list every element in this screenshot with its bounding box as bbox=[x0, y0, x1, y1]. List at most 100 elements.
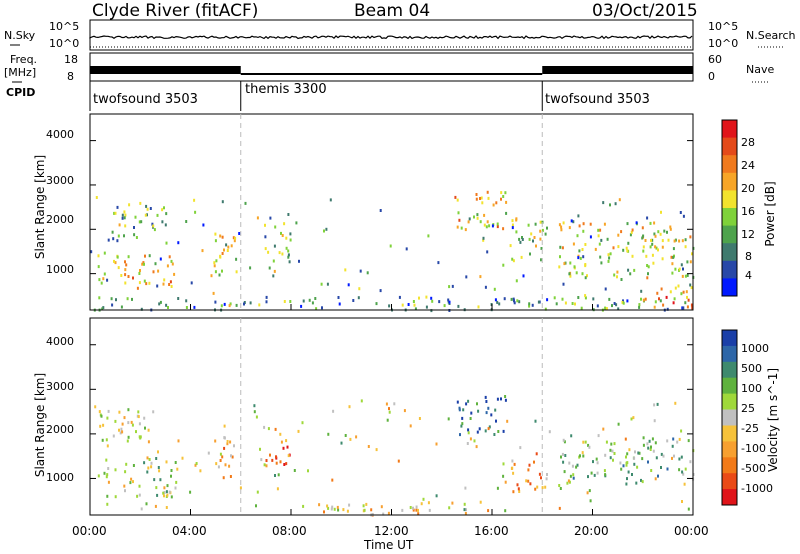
data-cell bbox=[275, 461, 278, 465]
data-cell bbox=[193, 305, 196, 309]
data-cell bbox=[337, 296, 340, 299]
data-cell bbox=[280, 440, 283, 444]
data-cell bbox=[606, 237, 609, 241]
data-cell bbox=[641, 236, 644, 240]
data-cell bbox=[509, 244, 512, 248]
data-cell bbox=[355, 435, 358, 439]
xtick-5: 20:00 bbox=[574, 524, 609, 538]
data-cell bbox=[464, 228, 467, 232]
data-cell bbox=[657, 230, 660, 234]
data-cell bbox=[337, 508, 340, 512]
data-cell bbox=[686, 305, 689, 309]
data-cell bbox=[502, 263, 505, 267]
data-cell bbox=[273, 269, 276, 273]
data-cell bbox=[105, 458, 108, 462]
data-cell bbox=[646, 216, 649, 220]
data-cell bbox=[684, 274, 687, 278]
data-cell bbox=[223, 424, 226, 428]
data-cell bbox=[458, 218, 461, 222]
data-cell bbox=[375, 448, 378, 452]
data-cell bbox=[546, 226, 548, 230]
data-cell bbox=[640, 478, 642, 482]
data-cell bbox=[563, 440, 566, 444]
data-cell bbox=[635, 221, 638, 225]
data-cell bbox=[448, 285, 451, 289]
data-cell bbox=[504, 191, 507, 195]
data-cell bbox=[124, 260, 126, 264]
data-cell bbox=[418, 417, 421, 420]
velocity-ylabel: Slant Range [km] bbox=[33, 372, 47, 478]
data-cell bbox=[681, 239, 684, 243]
data-cell bbox=[684, 301, 687, 305]
data-cell bbox=[417, 512, 420, 516]
data-cell bbox=[146, 207, 149, 211]
data-cell bbox=[215, 462, 218, 466]
data-cell bbox=[144, 213, 147, 217]
nsky-frame bbox=[89, 19, 694, 51]
data-cell bbox=[223, 436, 226, 440]
data-cell bbox=[576, 463, 579, 467]
data-cell bbox=[515, 217, 518, 221]
power-heatmap-data bbox=[90, 190, 695, 313]
data-cell bbox=[560, 228, 563, 232]
data-cell bbox=[190, 281, 193, 285]
power-cbar-tick-12: 12 bbox=[741, 228, 755, 241]
data-cell bbox=[534, 419, 537, 423]
data-cell bbox=[285, 246, 288, 250]
date-label: 03/Oct/2015 bbox=[592, 1, 698, 21]
data-cell bbox=[265, 459, 268, 462]
data-cell bbox=[107, 467, 110, 470]
data-cell bbox=[561, 246, 564, 250]
data-cell bbox=[528, 463, 531, 467]
data-cell bbox=[148, 458, 151, 461]
data-cell bbox=[128, 203, 131, 207]
data-cell bbox=[673, 454, 675, 458]
data-cell bbox=[134, 215, 137, 219]
data-cell bbox=[519, 446, 522, 450]
data-cell bbox=[138, 493, 141, 497]
data-cell bbox=[123, 484, 126, 488]
data-cell bbox=[279, 460, 282, 464]
data-cell bbox=[534, 222, 537, 226]
data-cell bbox=[414, 307, 417, 311]
data-cell bbox=[610, 442, 613, 446]
data-cell bbox=[680, 263, 683, 267]
data-cell bbox=[235, 270, 238, 274]
data-cell bbox=[418, 296, 420, 300]
cpid-segment-1: twofsound 3503 bbox=[93, 92, 198, 107]
data-cell bbox=[641, 457, 644, 461]
data-cell bbox=[522, 274, 525, 278]
data-cell bbox=[682, 267, 684, 271]
data-cell bbox=[285, 236, 288, 240]
data-cell bbox=[631, 228, 634, 232]
data-cell bbox=[123, 234, 125, 238]
data-cell bbox=[389, 244, 392, 248]
data-cell bbox=[586, 274, 588, 278]
data-cell bbox=[687, 439, 690, 443]
data-cell bbox=[458, 406, 461, 410]
data-cell bbox=[163, 278, 166, 282]
data-cell bbox=[302, 299, 305, 303]
data-cell bbox=[146, 470, 149, 474]
data-cell bbox=[475, 197, 478, 201]
data-cell bbox=[162, 491, 165, 495]
data-cell bbox=[475, 193, 478, 196]
data-cell bbox=[651, 242, 654, 246]
data-cell bbox=[456, 198, 459, 202]
data-cell bbox=[575, 465, 578, 469]
velocity-colorbar-swatch bbox=[722, 377, 737, 395]
data-cell bbox=[605, 307, 608, 311]
data-cell bbox=[633, 462, 636, 466]
data-cell bbox=[512, 297, 515, 301]
data-cell bbox=[135, 430, 137, 434]
data-cell bbox=[323, 510, 325, 514]
data-cell bbox=[311, 301, 314, 305]
data-cell bbox=[362, 504, 365, 508]
nsky-tick-low: 10^0 bbox=[49, 37, 80, 50]
data-cell bbox=[121, 213, 124, 217]
data-cell bbox=[100, 281, 103, 285]
data-cell bbox=[651, 238, 654, 242]
data-cell bbox=[388, 407, 390, 411]
data-cell bbox=[130, 477, 133, 481]
